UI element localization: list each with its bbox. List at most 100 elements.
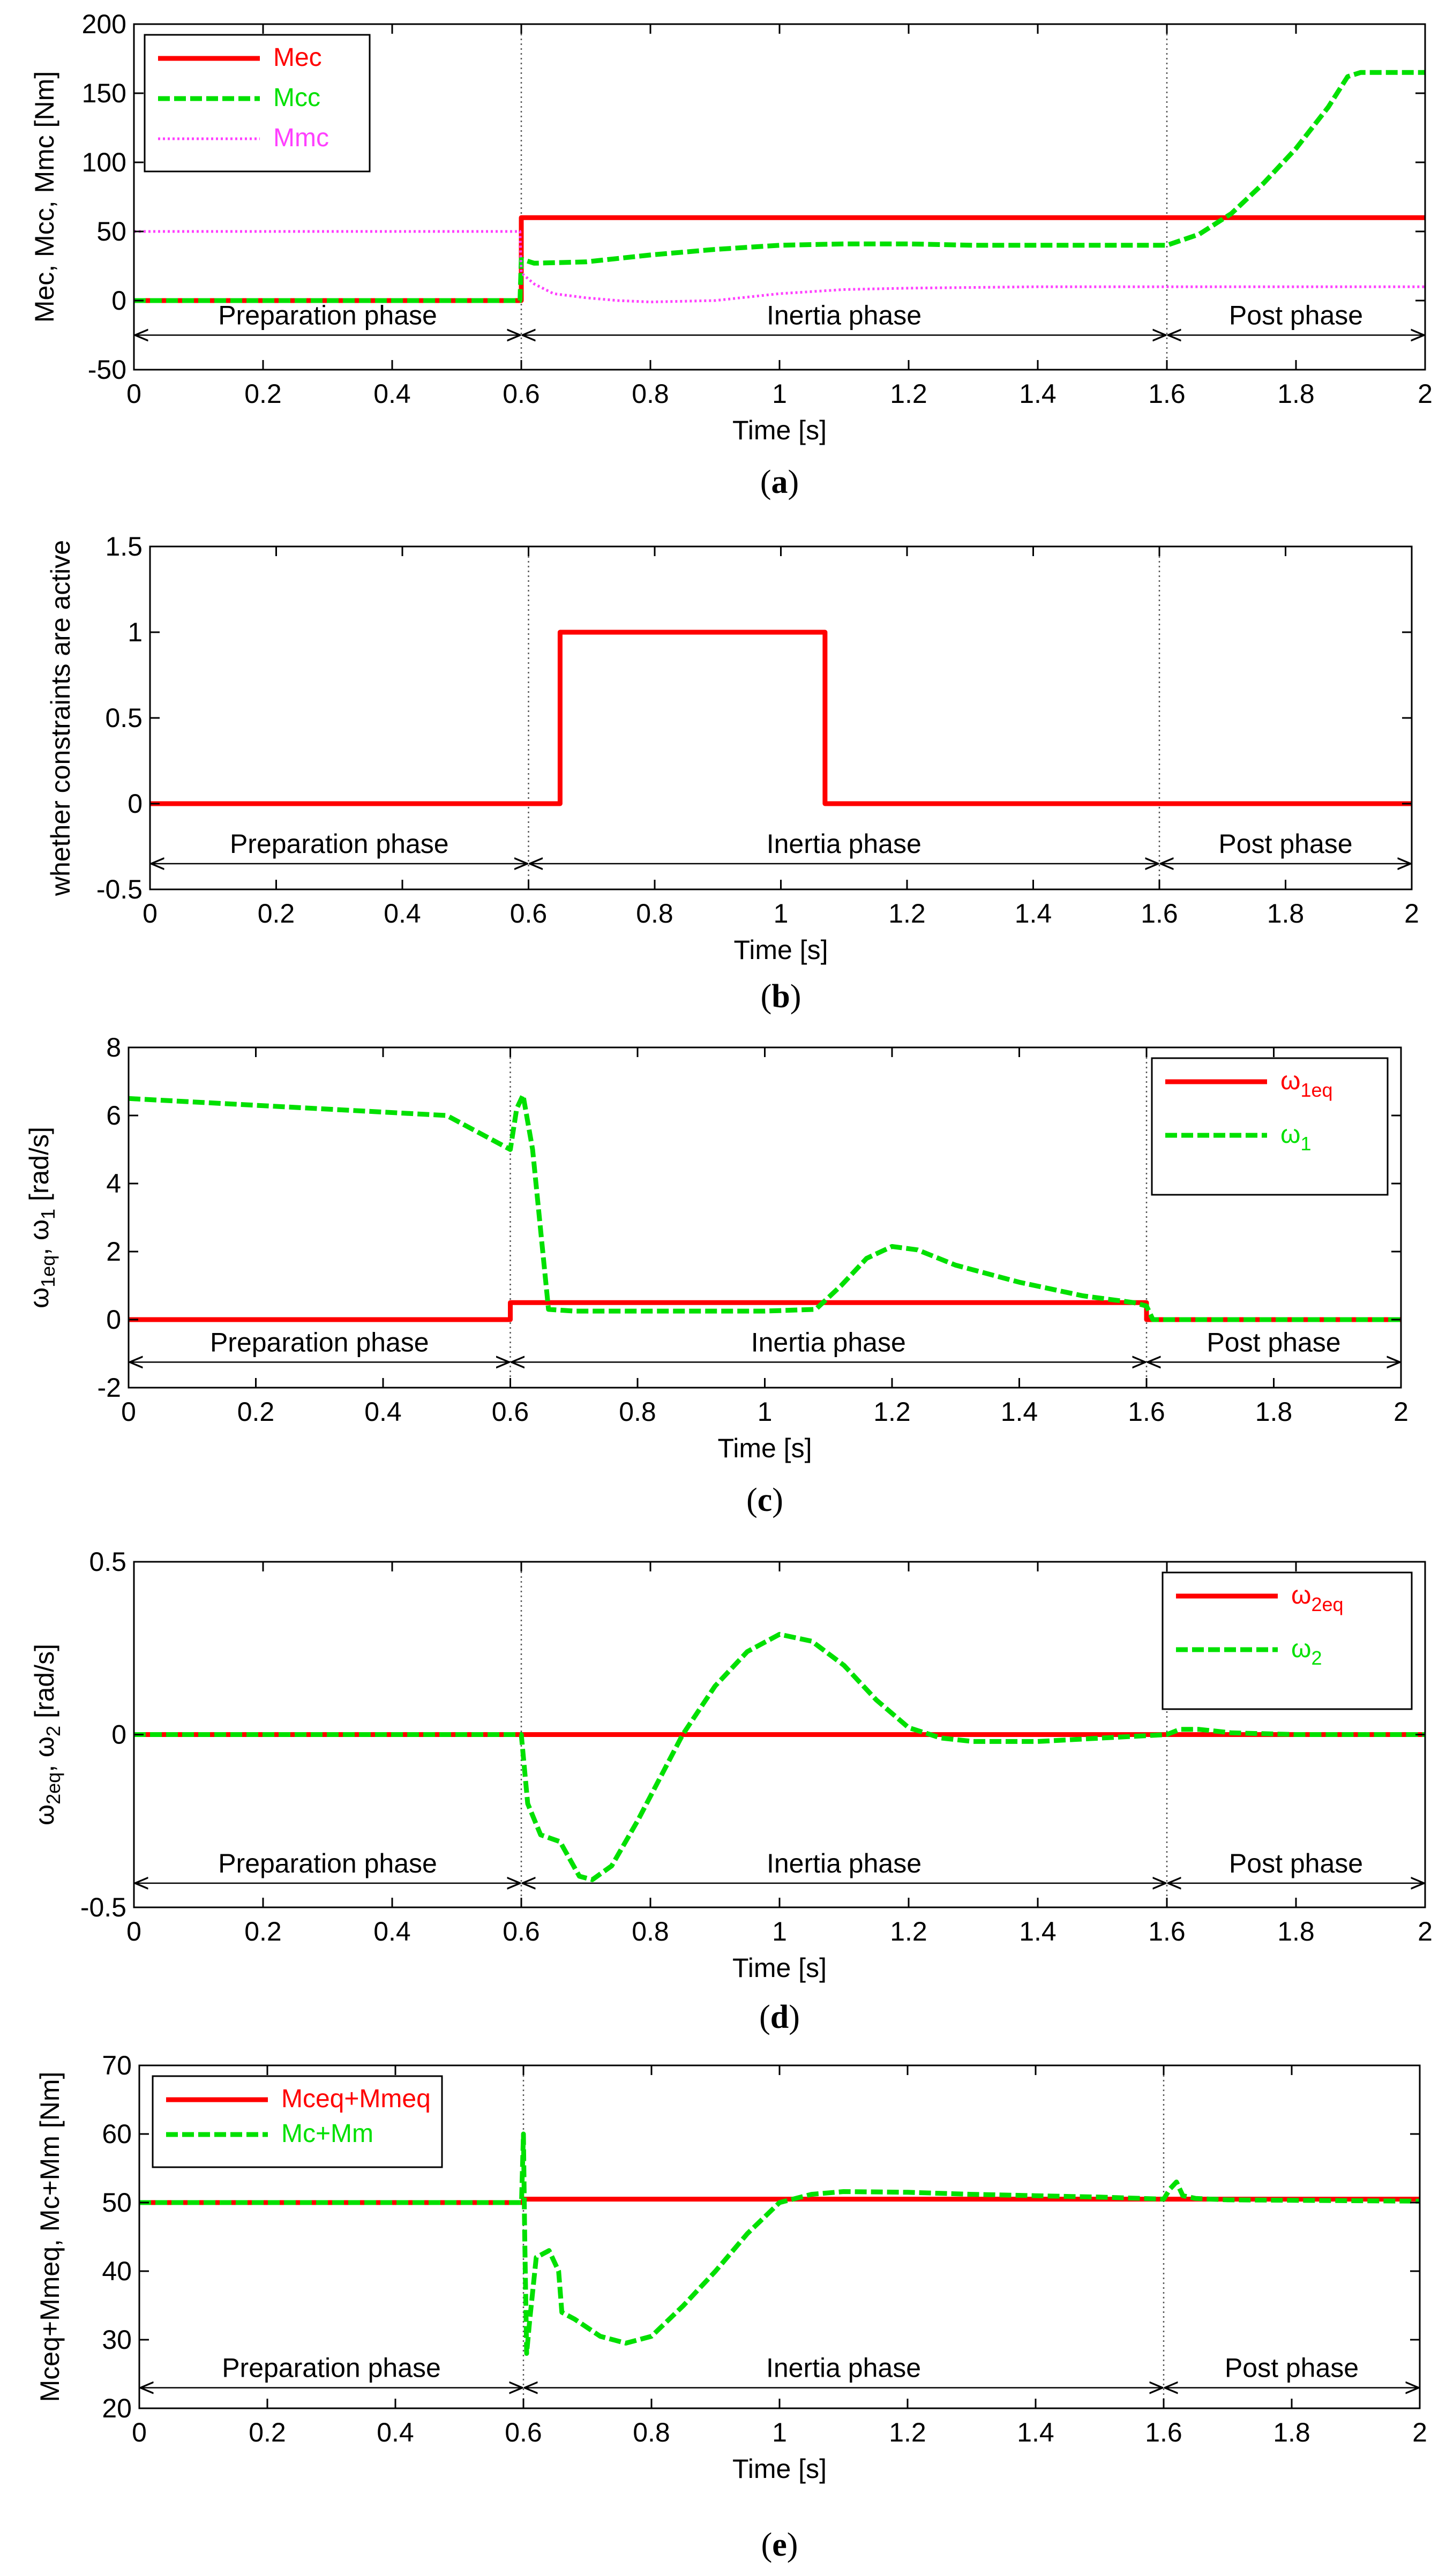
series-group-d	[134, 1631, 1425, 1882]
x-tick-label-d-2: 0.4	[373, 1916, 411, 1946]
y-tick-label-c-0: -2	[98, 1373, 121, 1403]
y-tick-label-e-3: 50	[102, 2188, 132, 2218]
y-tick-label-c-5: 8	[106, 1032, 121, 1062]
x-tick-label-d-9: 1.8	[1277, 1916, 1315, 1946]
legend-box-d	[1162, 1571, 1413, 1710]
series-group-e	[139, 2131, 1420, 2356]
y-tick-label-d-0: -0.5	[80, 1892, 126, 1922]
x-tick-label-a-7: 1.4	[1019, 379, 1057, 409]
x-tick-label-a-8: 1.6	[1148, 379, 1186, 409]
x-axis-label-c: Time [s]	[718, 1433, 812, 1463]
legend-symbol: ω	[1291, 1635, 1311, 1663]
legend-e: Mceq+Mmeq Mc+Mm	[152, 2075, 443, 2168]
x-tick-label-c-10: 2	[1393, 1397, 1408, 1427]
legend-a: Mec Mcc Mmc	[144, 34, 371, 173]
x-axis-label-d: Time [s]	[732, 1953, 827, 1983]
x-tick-label-e-8: 1.6	[1145, 2417, 1182, 2447]
y-axis-label-e: Mceq+Mmeq, Mc+Mm [Nm]	[35, 2072, 65, 2402]
legend-label-a-1: Mcc	[273, 84, 320, 112]
y-tick-label-a-3: 100	[82, 147, 126, 177]
y-tick-label-a-2: 50	[96, 216, 126, 246]
y-tick-label-c-1: 0	[106, 1305, 121, 1335]
x-tick-label-c-1: 0.2	[237, 1397, 275, 1427]
caption-paren: )	[788, 464, 799, 500]
x-tick-label-e-6: 1.2	[889, 2417, 926, 2447]
caption-paren: )	[790, 978, 801, 1015]
caption-paren: (	[761, 2527, 773, 2563]
legend-box-a	[144, 34, 371, 173]
x-tick-label-e-5: 1	[772, 2417, 787, 2447]
x-tick-label-c-2: 0.4	[364, 1397, 402, 1427]
panel-caption-e: (e)	[761, 2527, 798, 2563]
x-tick-label-b-1: 0.2	[258, 898, 295, 928]
phase-label-b-2: Post phase	[1218, 829, 1352, 859]
y-tick-label-b-3: 1	[128, 617, 143, 647]
phase-label-c-2: Post phase	[1207, 1327, 1340, 1357]
x-tick-label-d-3: 0.6	[503, 1916, 540, 1946]
x-tick-label-e-3: 0.6	[505, 2417, 542, 2447]
phase-label-c-1: Inertia phase	[751, 1327, 906, 1357]
y-tick-label-b-0: -0.5	[96, 874, 143, 904]
y-tick-label-c-3: 4	[106, 1169, 121, 1199]
y-tick-label-e-0: 20	[102, 2393, 132, 2423]
x-tick-label-c-4: 0.8	[619, 1397, 656, 1427]
x-tick-label-b-9: 1.8	[1267, 898, 1305, 928]
legend-label-d-0: ω2eq	[1291, 1581, 1344, 1615]
phase-label-e-0: Preparation phase	[222, 2353, 441, 2383]
x-tick-label-d-8: 1.6	[1148, 1916, 1186, 1946]
phase-label-d-1: Inertia phase	[767, 1848, 921, 1878]
phase-label-a-1: Inertia phase	[767, 301, 921, 331]
y-axis-label-d: ω2eq, ω2 [rad/s]	[29, 1644, 64, 1825]
x-axis-label-b: Time [s]	[734, 935, 828, 965]
x-tick-label-e-0: 0	[132, 2417, 147, 2447]
x-tick-label-b-5: 1	[774, 898, 789, 928]
x-tick-label-c-8: 1.6	[1128, 1397, 1165, 1427]
x-tick-label-d-7: 1.4	[1019, 1916, 1057, 1946]
y-tick-label-e-5: 70	[102, 2050, 132, 2080]
panel-caption-c: (c)	[746, 1482, 783, 1518]
x-tick-label-d-1: 0.2	[244, 1916, 282, 1946]
x-tick-label-b-2: 0.4	[384, 898, 421, 928]
x-tick-label-e-4: 0.8	[633, 2417, 670, 2447]
series-line-d-ω2	[134, 1631, 1425, 1882]
chart-panel-b: Preparation phase Inertia phase Post phase…	[46, 531, 1419, 1015]
caption-paren: (	[746, 1482, 758, 1518]
caption-paren: (	[759, 1999, 770, 2035]
x-tick-label-a-10: 2	[1418, 379, 1433, 409]
x-tick-label-c-3: 0.6	[492, 1397, 529, 1427]
series-line-a-Mmc	[134, 230, 1425, 304]
caption-paren: (	[761, 978, 772, 1015]
legend-label-e-1: Mc+Mm	[281, 2120, 373, 2148]
y-tick-label-b-4: 1.5	[105, 531, 143, 561]
phase-label-d-2: Post phase	[1229, 1848, 1363, 1878]
x-tick-label-a-0: 0	[126, 379, 141, 409]
caption-paren: (	[760, 464, 771, 500]
caption-letter: c	[758, 1482, 773, 1518]
legend-label-e-0: Mceq+Mmeq	[281, 2085, 431, 2113]
x-axis-label-e: Time [s]	[732, 2454, 827, 2484]
x-tick-label-d-0: 0	[126, 1916, 141, 1946]
panel-caption-b: (b)	[761, 978, 801, 1015]
x-tick-label-a-1: 0.2	[244, 379, 282, 409]
legend-label-c-0: ω1eq	[1280, 1067, 1333, 1101]
x-tick-label-e-10: 2	[1412, 2417, 1427, 2447]
x-tick-label-c-6: 1.2	[873, 1397, 911, 1427]
legend-label-a-0: Mec	[273, 43, 322, 72]
series-group-a	[134, 70, 1425, 304]
caption-paren: )	[787, 2527, 798, 2563]
chart-panel-a: Preparation phase Inertia phase Post phase…	[29, 9, 1433, 500]
x-tick-label-c-7: 1.4	[1001, 1397, 1038, 1427]
x-tick-label-c-5: 1	[758, 1397, 773, 1427]
x-tick-label-e-1: 0.2	[249, 2417, 286, 2447]
legend-box-e	[152, 2075, 443, 2168]
series-line-a-Mec	[134, 215, 1425, 303]
legend-label-a-2: Mmc	[273, 124, 329, 152]
x-tick-label-b-10: 2	[1404, 898, 1419, 928]
legend-symbol: ω	[1291, 1581, 1311, 1609]
chart-panel-d: Preparation phase Inertia phase Post phase…	[29, 1547, 1433, 2035]
panel-caption-a: (a)	[760, 464, 799, 500]
phase-label-a-0: Preparation phase	[218, 301, 437, 331]
y-tick-label-e-1: 30	[102, 2325, 132, 2355]
legend-symbol: ω	[1280, 1067, 1300, 1095]
